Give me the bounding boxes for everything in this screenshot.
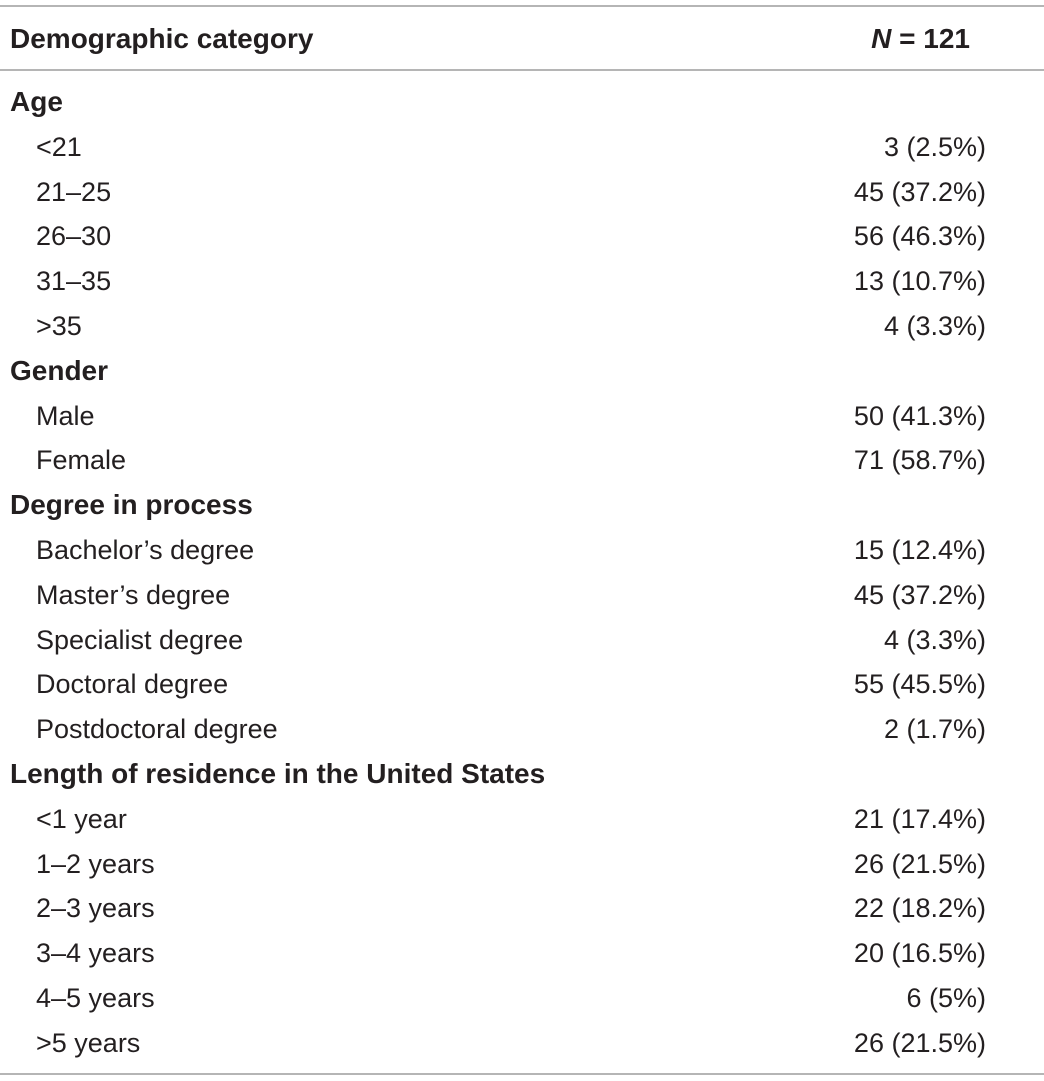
table-header-row: Demographic category N = 121 xyxy=(0,7,1044,69)
header-rule xyxy=(0,69,1044,71)
table-row: Female 71 (58.7%) xyxy=(0,438,1044,482)
row-value: 26 (21.5%) xyxy=(853,1027,986,1058)
row-value: 6 (5%) xyxy=(906,983,986,1013)
table-row: <21 3 (2.5%) xyxy=(0,125,1044,169)
row-label: >35 xyxy=(36,311,82,341)
section-title: Degree in process xyxy=(10,489,253,521)
table-row: 1–2 years 26 (21.5%) xyxy=(0,842,1044,886)
table-row: 3–4 years 20 (16.5%) xyxy=(0,931,1044,975)
row-value: 56 (46.3%) xyxy=(853,221,986,252)
row-label: 21–25 xyxy=(36,176,112,207)
row-label: 31–35 xyxy=(36,266,112,297)
row-value: 22 (18.2%) xyxy=(853,893,986,924)
row-label: Specialist degree xyxy=(36,624,244,655)
row-value: 45 (37.2%) xyxy=(853,176,986,207)
section-header-row: Gender xyxy=(0,349,1044,393)
row-value: 55 (45.5%) xyxy=(853,669,986,700)
top-rule xyxy=(0,5,1044,7)
header-n-value: = 121 xyxy=(891,23,970,54)
table-row: 4–5 years 6 (5%) xyxy=(0,976,1044,1020)
row-label: <1 year xyxy=(36,803,127,834)
row-label: >5 years xyxy=(36,1027,141,1058)
header-n: N = 121 xyxy=(871,7,970,71)
row-label: 3–4 years xyxy=(36,938,155,969)
table-row: Specialist degree 4 (3.3%) xyxy=(0,618,1044,662)
row-value: 3 (2.5%) xyxy=(883,131,986,162)
table-row: 2–3 years 22 (18.2%) xyxy=(0,886,1044,930)
row-value: 13 (10.7%) xyxy=(853,266,986,297)
header-n-variable: N xyxy=(871,23,892,54)
row-label: Doctoral degree xyxy=(36,669,229,700)
row-label: 26–30 xyxy=(36,221,112,252)
table-row: >35 4 (3.3%) xyxy=(0,304,1044,348)
section-title: Gender xyxy=(10,354,109,386)
section-header-row: Length of residence in the United States xyxy=(0,752,1044,796)
bottom-rule xyxy=(0,1073,1044,1075)
row-label: 2–3 years xyxy=(36,893,155,924)
table-row: 21–25 45 (37.2%) xyxy=(0,170,1044,214)
row-label: 1–2 years xyxy=(36,848,155,879)
row-label: Bachelor’s degree xyxy=(36,535,255,565)
row-value: 26 (21.5%) xyxy=(853,848,986,879)
row-value: 50 (41.3%) xyxy=(853,400,986,431)
row-value: 4 (3.3%) xyxy=(883,311,986,341)
section-header-row: Degree in process xyxy=(0,483,1044,527)
section-title: Length of residence in the United States xyxy=(10,758,546,789)
row-value: 20 (16.5%) xyxy=(853,938,986,969)
table-row: Doctoral degree 55 (45.5%) xyxy=(0,662,1044,706)
row-value: 45 (37.2%) xyxy=(853,579,986,610)
table-row: 31–35 13 (10.7%) xyxy=(0,259,1044,303)
row-label: <21 xyxy=(36,131,82,162)
table-row: >5 years 26 (21.5%) xyxy=(0,1021,1044,1065)
table-row: Master’s degree 45 (37.2%) xyxy=(0,573,1044,617)
header-category: Demographic category xyxy=(10,23,314,54)
table-row: Postdoctoral degree 2 (1.7%) xyxy=(0,707,1044,751)
row-value: 4 (3.3%) xyxy=(883,624,986,655)
table-row: <1 year 21 (17.4%) xyxy=(0,797,1044,841)
row-label: Female xyxy=(36,445,127,476)
row-value: 2 (1.7%) xyxy=(883,714,986,745)
table-row: 26–30 56 (46.3%) xyxy=(0,214,1044,258)
row-label: Master’s degree xyxy=(36,579,231,610)
row-label: Male xyxy=(36,400,95,431)
row-value: 15 (12.4%) xyxy=(853,535,986,565)
section-header-row: Age xyxy=(0,80,1044,124)
row-label: Postdoctoral degree xyxy=(36,714,278,745)
row-value: 71 (58.7%) xyxy=(853,445,986,476)
table-row: Male 50 (41.3%) xyxy=(0,394,1044,438)
table-row: Bachelor’s degree 15 (12.4%) xyxy=(0,528,1044,572)
section-title: Age xyxy=(10,86,63,117)
row-value: 21 (17.4%) xyxy=(853,803,986,834)
row-label: 4–5 years xyxy=(36,983,155,1013)
